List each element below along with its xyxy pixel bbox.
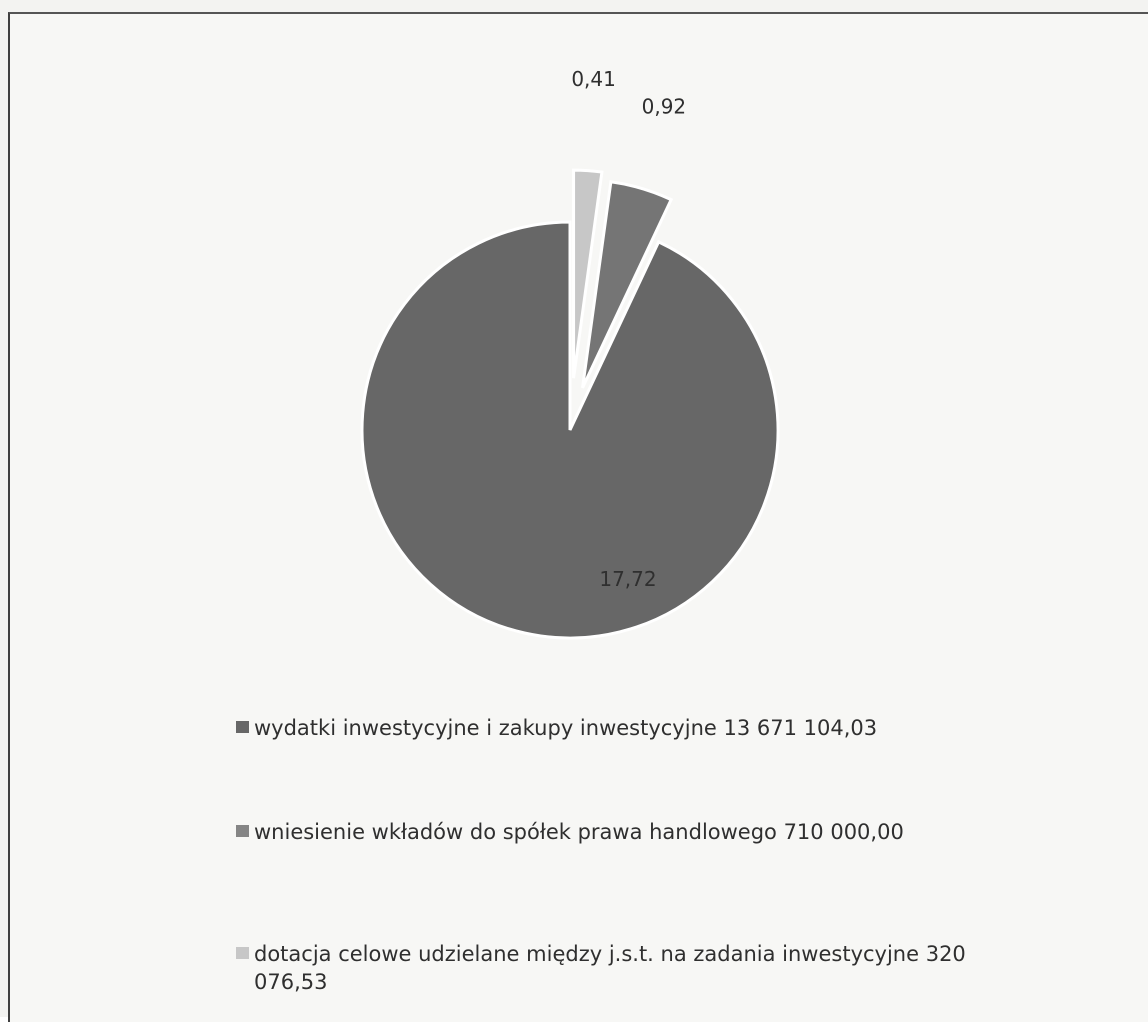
- pie-slices: [360, 168, 780, 640]
- pie-slice-wniesienie: [581, 180, 674, 389]
- pie-slice-wydatki: [360, 220, 780, 640]
- pie-slice-dotacja: [572, 168, 604, 379]
- pie-data-label-dotacja: 0,41: [571, 67, 616, 91]
- legend-label-wydatki: wydatki inwestycyjne i zakupy inwestycyj…: [254, 716, 878, 740]
- legend-swatch-dotacja: [236, 947, 249, 959]
- legend-item-wniesienie: wniesienie wkładów do spółek prawa handl…: [236, 818, 1136, 846]
- pie-data-label-wniesienie: 0,92: [642, 95, 687, 119]
- legend-label-wniesienie: wniesienie wkładów do spółek prawa handl…: [254, 820, 904, 844]
- legend-label-dotacja: dotacja celowe udzielane między j.s.t. n…: [254, 942, 966, 994]
- legend-item-dotacja: dotacja celowe udzielane między j.s.t. n…: [236, 940, 1136, 996]
- pie-data-labels: 17,72 0,92 0,41: [571, 67, 686, 591]
- legend-swatch-wniesienie: [236, 825, 249, 837]
- pie-data-label-wydatki: 17,72: [599, 567, 656, 591]
- legend-item-wydatki: wydatki inwestycyjne i zakupy inwestycyj…: [236, 714, 1136, 742]
- legend-swatch-wydatki: [236, 721, 249, 733]
